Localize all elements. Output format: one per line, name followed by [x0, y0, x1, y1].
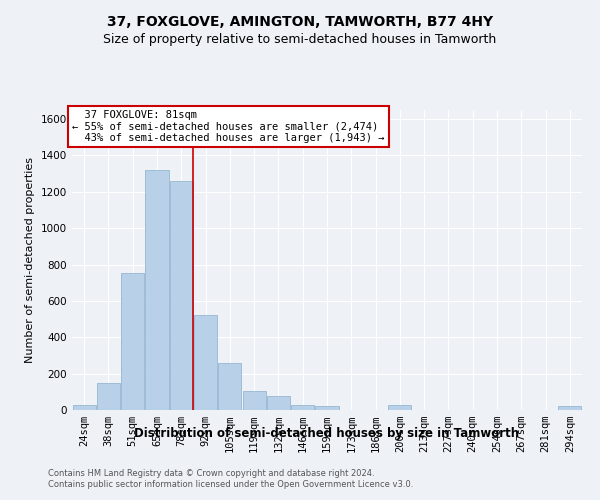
- Bar: [242, 391, 266, 410]
- Bar: [73, 404, 95, 410]
- Text: 37 FOXGLOVE: 81sqm
← 55% of semi-detached houses are smaller (2,474)
  43% of se: 37 FOXGLOVE: 81sqm ← 55% of semi-detache…: [72, 110, 385, 143]
- Y-axis label: Number of semi-detached properties: Number of semi-detached properties: [25, 157, 35, 363]
- Bar: [388, 404, 412, 410]
- Bar: [316, 406, 338, 410]
- Bar: [267, 396, 290, 410]
- Bar: [145, 170, 169, 410]
- Bar: [291, 404, 314, 410]
- Bar: [170, 181, 193, 410]
- Text: 37, FOXGLOVE, AMINGTON, TAMWORTH, B77 4HY: 37, FOXGLOVE, AMINGTON, TAMWORTH, B77 4H…: [107, 15, 493, 29]
- Bar: [194, 316, 217, 410]
- Bar: [218, 362, 241, 410]
- Text: Size of property relative to semi-detached houses in Tamworth: Size of property relative to semi-detach…: [103, 32, 497, 46]
- Text: Contains public sector information licensed under the Open Government Licence v3: Contains public sector information licen…: [48, 480, 413, 489]
- Text: Distribution of semi-detached houses by size in Tamworth: Distribution of semi-detached houses by …: [134, 428, 520, 440]
- Text: Contains HM Land Registry data © Crown copyright and database right 2024.: Contains HM Land Registry data © Crown c…: [48, 468, 374, 477]
- Bar: [121, 272, 144, 410]
- Bar: [97, 382, 120, 410]
- Bar: [559, 406, 581, 410]
